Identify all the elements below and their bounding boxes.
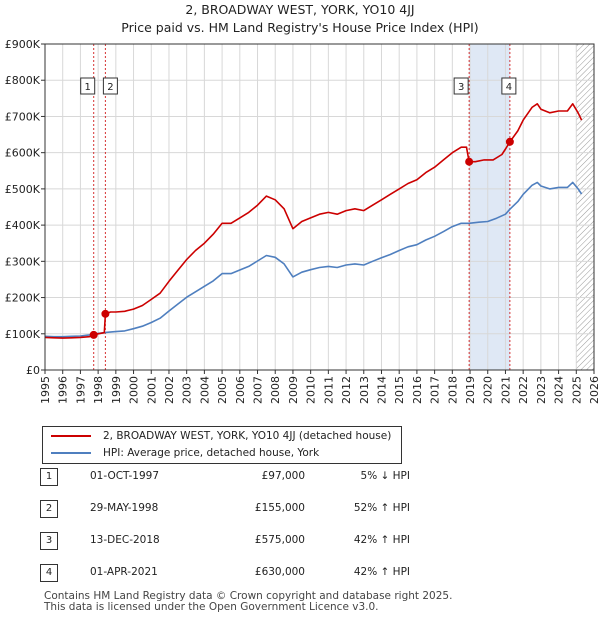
x-tick-label: 2001 [145,376,158,404]
x-tick-label: 1997 [74,376,87,404]
sale-label-box [501,77,517,95]
sale-date: 29-MAY-1998 [90,502,159,514]
x-tick-label: 2004 [198,376,211,404]
y-tick-label: £900K [5,38,41,51]
hatched-projection-area [576,44,594,370]
table-row: 3 13-DEC-2018 £575,000 42% ↑ HPI [40,532,440,552]
plot-frame [44,43,595,371]
x-tick-label: 1999 [110,376,123,404]
property-series-line [45,103,583,339]
x-tick-label: 2012 [340,376,353,404]
hpi-series-line [45,181,583,338]
sale-price: £97,000 [261,470,305,482]
sale-label-box [453,77,469,95]
x-tick-label: 2014 [375,376,388,404]
footer: Contains HM Land Registry data © Crown c… [44,591,452,613]
x-tick-label: 2017 [429,376,442,404]
legend-swatch-property [51,435,91,437]
legend-swatch-hpi [51,452,91,454]
x-tick-label: 2007 [252,376,265,404]
y-tick-label: £800K [5,74,41,87]
sale-marker-number: 2 [40,500,58,518]
y-tick-label: £300K [5,255,41,268]
sale-label-number: 2 [107,82,113,93]
table-row: 4 01-APR-2021 £630,000 42% ↑ HPI [40,564,440,584]
sale-label-number: 1 [85,82,91,93]
x-tick-label: 1996 [57,376,70,404]
sale-date: 13-DEC-2018 [90,534,160,546]
x-tick-label: 2011 [322,376,335,404]
y-tick-label: £400K [5,219,41,232]
x-tick-label: 2009 [287,376,300,404]
x-tick-label: 1998 [92,376,105,404]
sale-price: £155,000 [254,502,305,514]
x-tick-label: 2025 [570,376,583,404]
x-tick-label: 2024 [553,376,566,404]
x-tick-label: 2019 [464,376,477,404]
sale-point [101,309,110,318]
x-tick-label: 2021 [499,376,512,404]
x-tick-label: 2002 [163,376,176,404]
legend-item-property: 2, BROADWAY WEST, YORK, YO10 4JJ (detach… [43,428,391,444]
sale-period-shade [469,44,510,370]
table-row: 1 01-OCT-1997 £97,000 5% ↓ HPI [40,468,440,488]
legend-item-hpi: HPI: Average price, detached house, York [43,445,319,461]
x-tick-label: 2013 [358,376,371,404]
sale-label-number: 4 [506,82,512,93]
sale-date: 01-OCT-1997 [90,470,159,482]
x-tick-label: 2010 [305,376,318,404]
x-tick-label: 1995 [39,376,52,404]
sale-label-box [102,77,118,95]
sale-marker-number: 4 [40,564,58,582]
x-tick-label: 2005 [216,376,229,404]
sale-point [89,330,98,339]
x-tick-label: 2003 [181,376,194,404]
sale-price: £630,000 [254,566,305,578]
legend-label-hpi: HPI: Average price, detached house, York [103,447,320,459]
footer-copyright: Contains HM Land Registry data © Crown c… [44,590,453,602]
sale-price: £575,000 [254,534,305,546]
table-row: 2 29-MAY-1998 £155,000 52% ↑ HPI [40,500,440,520]
y-tick-label: £500K [5,183,41,196]
sale-label-number: 3 [458,82,464,93]
y-tick-label: £600K [5,147,41,160]
sale-marker-number: 3 [40,532,58,550]
x-tick-label: 2016 [411,376,424,404]
footer-licence: This data is licensed under the Open Gov… [44,601,379,613]
legend: 2, BROADWAY WEST, YORK, YO10 4JJ (detach… [42,426,402,464]
x-tick-label: 2020 [482,376,495,404]
sale-hpi-change: 42% ↑ HPI [353,566,410,578]
sale-hpi-change: 42% ↑ HPI [353,534,410,546]
x-tick-label: 2022 [517,376,530,404]
sale-hpi-change: 5% ↓ HPI [360,470,410,482]
sale-hpi-change: 52% ↑ HPI [353,502,410,514]
x-tick-label: 2023 [535,376,548,404]
x-tick-label: 2008 [269,376,282,404]
sale-marker-number: 1 [40,468,58,486]
x-tick-label: 2000 [128,376,141,404]
price-chart: 1 2 3 4 £0 £100K £200K £300K £400K £500K £600K £700… [5,38,600,404]
y-tick-label: £0 [26,364,40,377]
sale-point [505,137,514,146]
x-tick-label: 2018 [446,376,459,404]
chart-subtitle: Price paid vs. HM Land Registry's House … [121,20,479,35]
y-tick-label: £700K [5,110,41,123]
sale-label-box [80,77,96,95]
chart-title: 2, BROADWAY WEST, YORK, YO10 4JJ [185,2,415,17]
x-tick-label: 2006 [234,376,247,404]
sale-point [465,157,474,166]
y-tick-label: £200K [5,292,41,305]
legend-label-property: 2, BROADWAY WEST, YORK, YO10 4JJ (detach… [103,430,392,442]
y-tick-label: £100K [5,328,41,341]
sale-date: 01-APR-2021 [90,566,158,578]
x-tick-label: 2015 [393,376,406,404]
x-tick-label: 2026 [588,376,600,404]
